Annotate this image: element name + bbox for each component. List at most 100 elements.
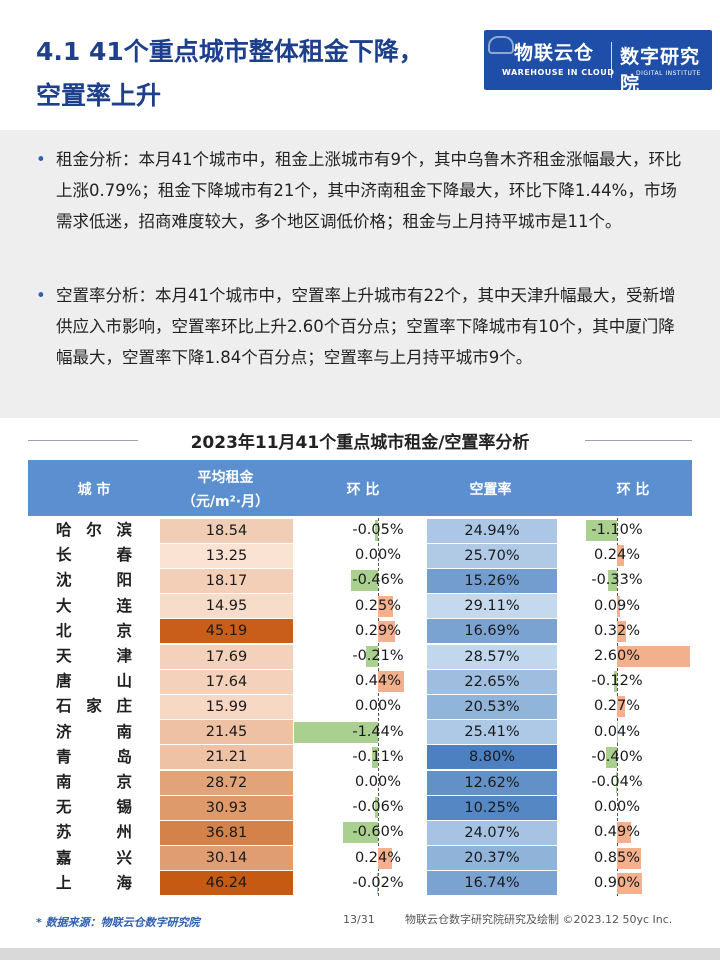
vacancy-cell: 12.62% — [427, 770, 557, 795]
chart-title-rule-right — [585, 440, 692, 441]
vacancy-mom-bar — [617, 646, 690, 667]
page-title-line1: 4.1 41个重点城市整体租金下降， — [36, 37, 424, 66]
city-char: 山 — [116, 672, 132, 691]
rent-mom-value: -0.11% — [352, 748, 404, 765]
logo-left-subtext: WAREHOUSE IN CLOUD — [502, 68, 615, 77]
table-row-city: 青岛 — [56, 745, 132, 770]
rent-cell: 36.81 — [160, 820, 293, 845]
table-row-city: 无锡 — [56, 795, 132, 820]
city-char: 州 — [116, 823, 132, 842]
city-char: 津 — [116, 647, 132, 665]
vacancy-mom-value: -0.04% — [591, 774, 643, 790]
vacancy-mom-value: 0.85% — [593, 849, 641, 866]
rent-mom-value: -0.21% — [352, 648, 404, 664]
city-char: 京 — [116, 773, 132, 791]
vacancy-cell: 8.80% — [427, 745, 557, 770]
vacancy-mom-bar — [615, 772, 617, 793]
rent-cell: 21.45 — [160, 720, 293, 745]
table-row-city: 北京 — [56, 619, 132, 644]
footer-credit: 物联云仓数字研究院研究及绘制 ©2023.12 50yc Inc. — [405, 913, 673, 926]
table-row-city: 大连 — [56, 594, 132, 619]
vacancy-mom-bar — [586, 520, 617, 541]
data-source-note: * 数据来源：物联云仓数字研究院 — [36, 916, 200, 929]
rent-cell: 28.72 — [160, 770, 293, 795]
header-city: 城 市 — [77, 482, 111, 498]
rent-mom-bar — [343, 822, 378, 844]
rent-cell: 14.95 — [160, 594, 293, 619]
vacancy-mom-bar — [617, 545, 624, 567]
city-char: 哈 — [56, 521, 72, 539]
rent-mom-axis — [378, 518, 379, 896]
city-char: 无 — [56, 798, 72, 817]
city-char: 嘉 — [56, 848, 72, 867]
rent-cell: 13.25 — [160, 543, 293, 568]
city-char: 济 — [56, 722, 72, 741]
city-char: 唐 — [56, 672, 72, 691]
rent-mom-bar — [351, 570, 378, 592]
table-row-city: 嘉兴 — [56, 846, 132, 871]
rent-mom-value: 0.00% — [354, 774, 402, 790]
city-char: 阳 — [116, 571, 132, 590]
table-row-city: 上海 — [56, 871, 132, 896]
vacancy-mom-bar — [617, 721, 619, 743]
rent-mom-bar — [376, 872, 378, 894]
rent-cell: 46.24 — [160, 871, 293, 896]
rent-cell: 18.54 — [160, 518, 293, 543]
rent-mom-value: 0.29% — [354, 622, 402, 639]
vacancy-cell: 29.11% — [427, 594, 557, 619]
rent-cell: 17.64 — [160, 669, 293, 694]
table-row-city: 唐山 — [56, 669, 132, 694]
vacancy-cell: 25.41% — [427, 720, 557, 745]
city-char: 北 — [56, 621, 72, 640]
bullet-dot-icon: • — [36, 150, 46, 169]
rent-cell: 17.69 — [160, 644, 293, 669]
city-char: 锡 — [116, 798, 132, 817]
table-row-city: 长春 — [56, 543, 132, 568]
city-char: 沈 — [56, 571, 72, 590]
city-char: 大 — [56, 596, 72, 615]
vacancy-mom-value: 0.00% — [593, 799, 641, 816]
table-row-city: 济南 — [56, 720, 132, 745]
logo-left-text: 物联云仓 — [514, 42, 595, 64]
city-char: 长 — [56, 546, 72, 565]
rent-mom-bar — [374, 797, 378, 819]
city-char: 石 — [56, 697, 72, 716]
table-row-city: 石家庄 — [56, 694, 132, 719]
city-char: 岛 — [116, 747, 132, 766]
city-char: 家 — [86, 697, 102, 716]
table-row-city: 天津 — [56, 644, 132, 669]
vacancy-cell: 25.70% — [427, 543, 557, 568]
vacancy-mom-value: -0.33% — [591, 572, 643, 589]
header-rent-line2: （元/m²·月） — [181, 494, 270, 510]
vacancy-cell: 28.57% — [427, 644, 557, 669]
rent-mom-bar — [294, 721, 378, 743]
rent-cell: 18.17 — [160, 568, 293, 593]
city-char: 南 — [56, 773, 72, 791]
header-rent-line1: 平均租金 — [197, 470, 254, 486]
vacancy-cell: 16.69% — [427, 619, 557, 644]
rent-mom-value: -0.06% — [352, 799, 404, 816]
rent-mom-bar — [378, 671, 404, 693]
rent-mom-value: 0.00% — [354, 698, 402, 715]
rent-cell: 21.21 — [160, 745, 293, 770]
vacancy-mom-bar — [605, 746, 617, 768]
page-title-line2: 空置率上升 — [36, 81, 162, 110]
vacancy-mom-value: 0.90% — [593, 874, 641, 891]
brand-logo: 物联云仓 WAREHOUSE IN CLOUD 数字研究院 DIGITAL IN… — [484, 30, 712, 95]
rent-mom-value: 0.00% — [354, 547, 402, 564]
bottom-bar — [0, 948, 720, 960]
rent-mom-value: 0.44% — [354, 673, 402, 690]
vacancy-mom-bar — [617, 595, 620, 617]
vacancy-mom-bar — [617, 822, 631, 844]
rent-cell: 30.93 — [160, 795, 293, 820]
rent-analysis-bullet: • 租金分析：本月41个城市中，租金上涨城市有9个，其中乌鲁木齐租金涨幅最大，环… — [36, 144, 686, 237]
vacancy-mom-bar — [613, 671, 617, 693]
vacancy-cell: 10.25% — [427, 795, 557, 820]
rent-mom-bar — [378, 847, 392, 869]
vacancy-mom-value: -0.40% — [591, 748, 643, 765]
vacancy-mom-bar — [617, 620, 626, 642]
vacancy-mom-bar — [607, 570, 617, 592]
vacancy-cell: 20.37% — [427, 846, 557, 871]
rent-cell: 15.99 — [160, 694, 293, 719]
city-char: 滨 — [116, 521, 132, 539]
